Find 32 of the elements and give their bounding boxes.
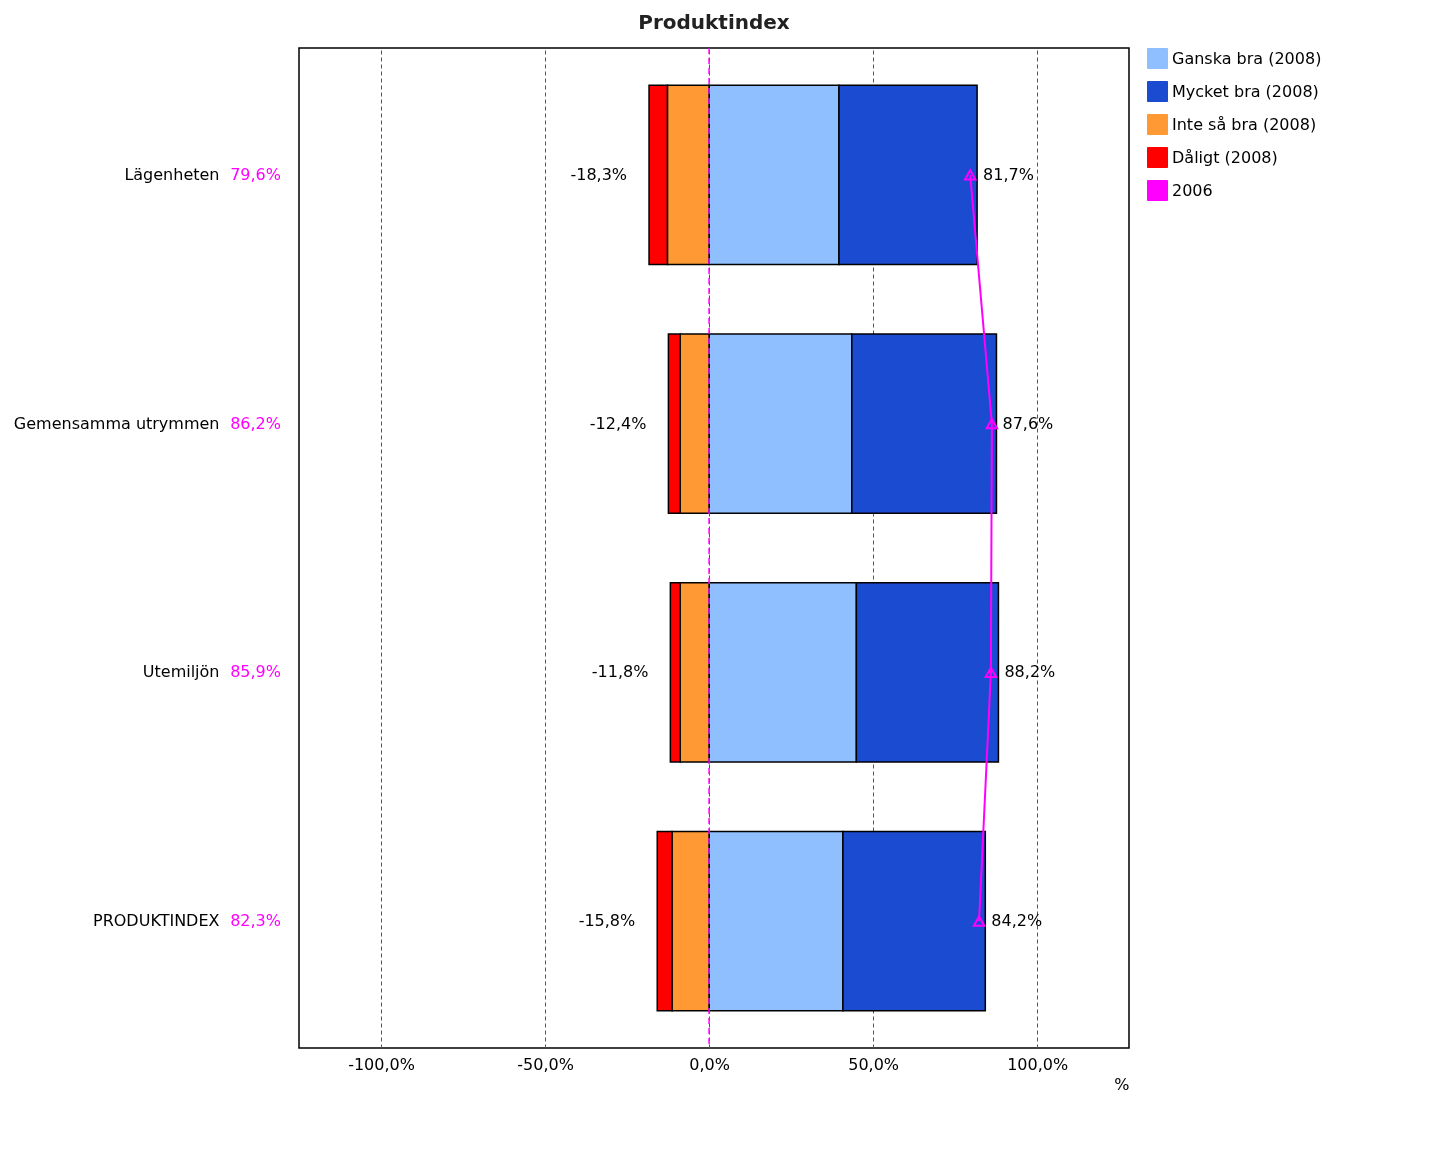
chart-title: Produktindex (638, 10, 790, 35)
x-axis-title: % (1114, 1074, 1130, 1094)
point (984, 666, 998, 678)
point (963, 169, 977, 181)
data-label: 79,6% (230, 164, 281, 184)
point (985, 418, 999, 430)
x-tick-label: 0,0% (689, 1054, 730, 1074)
annotation: 87,6% (1002, 413, 1054, 433)
legend-label: Inte så bra (2008) (1172, 114, 1317, 134)
x-tick-label: -50,0% (517, 1054, 574, 1074)
annotation: 84,2% (991, 911, 1043, 931)
y-tick-label: PRODUKTINDEX (93, 911, 220, 931)
annotation: -15,8% (578, 911, 636, 931)
annotation: -12,4% (589, 413, 647, 433)
data-label: 82,3% (230, 911, 281, 931)
y-tick-label: Lägenheten (124, 164, 220, 184)
x-tick-label: -100,0% (348, 1054, 415, 1074)
legend-label: Mycket bra (2008) (1172, 81, 1319, 101)
point (972, 915, 986, 927)
legend-label: 2006 (1172, 180, 1213, 200)
annotation: -11,8% (591, 662, 649, 682)
data-label: 86,2% (230, 413, 281, 433)
data-label: 85,9% (230, 662, 281, 682)
y-tick-label: Gemensamma utrymmen (13, 413, 220, 433)
x-tick-label: 100,0% (1007, 1054, 1069, 1074)
y-tick-label: Utemiljön (142, 662, 220, 682)
legend-label: Ganska bra (2008) (1172, 48, 1322, 68)
legend-label: Dåligt (2008) (1172, 147, 1278, 167)
annotation: -18,3% (570, 164, 628, 184)
x-tick-label: 50,0% (848, 1054, 900, 1074)
annotation: 81,7% (983, 164, 1034, 184)
annotation: 88,2% (1004, 662, 1056, 682)
